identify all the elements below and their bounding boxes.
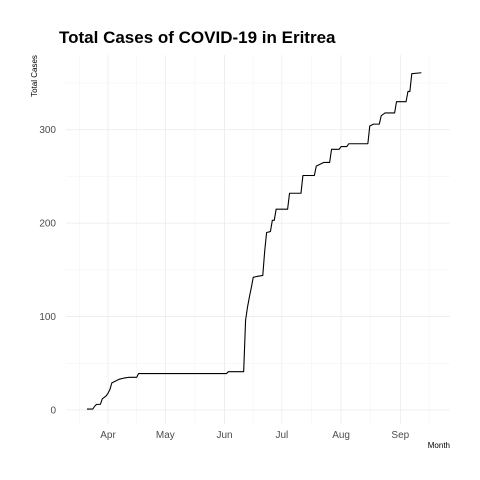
y-tick-labels: 0 100 200 300 [39, 125, 56, 416]
x-tick-label: Aug [332, 430, 350, 441]
y-tick-label: 100 [39, 312, 56, 323]
y-tick-label: 0 [50, 405, 56, 416]
series-line-total-cases [87, 72, 422, 410]
series-layer [87, 72, 422, 410]
y-axis-title: Total Cases [30, 55, 39, 97]
x-tick-label: Jun [217, 430, 233, 441]
x-tick-label: Apr [100, 430, 116, 441]
y-tick-label: 200 [39, 219, 56, 230]
chart-title: Total Cases of COVID-19 in Eritrea [59, 28, 336, 47]
x-tick-label: Jul [275, 430, 288, 441]
x-tick-labels: Apr May Jun Jul Aug Sep [100, 430, 409, 441]
x-axis-title: Month [428, 441, 450, 450]
x-tick-label: Sep [391, 430, 409, 441]
y-tick-label: 300 [39, 125, 56, 136]
x-tick-label: May [156, 430, 175, 441]
grid [66, 55, 450, 424]
